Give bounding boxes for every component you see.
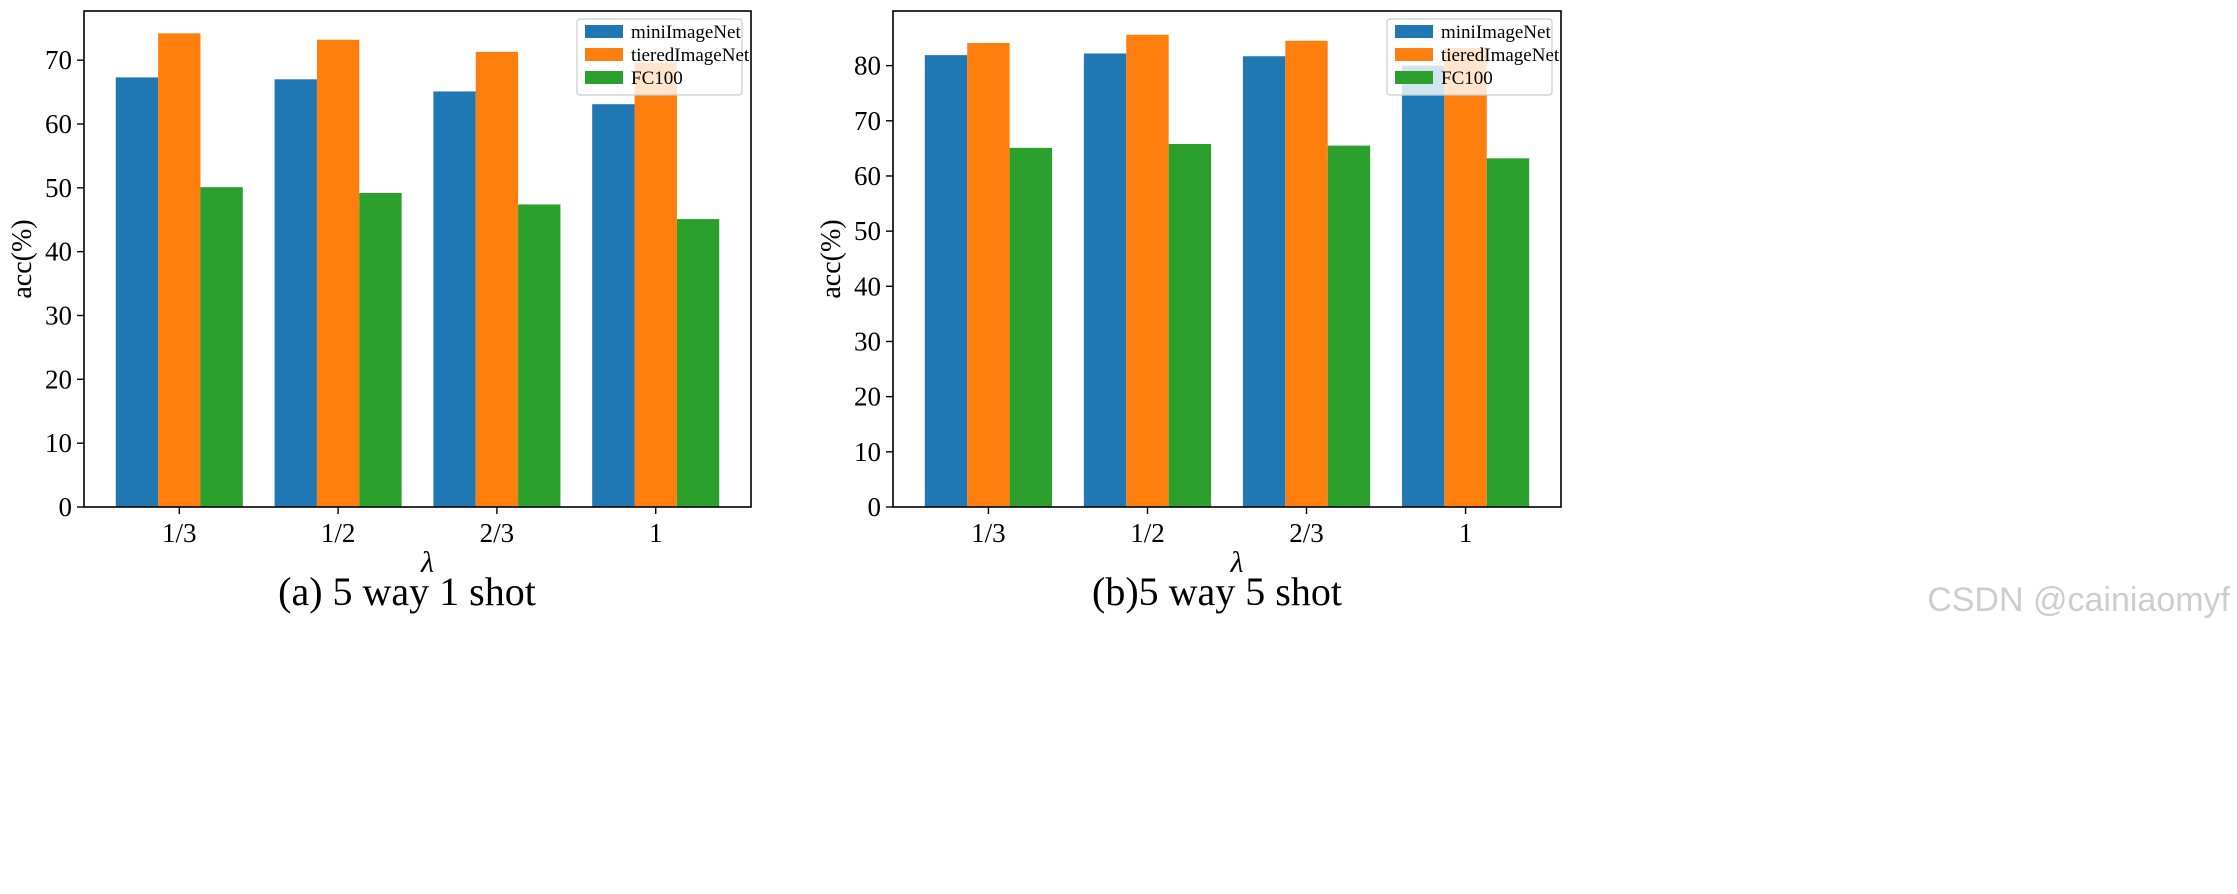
bar-fc100-4: [1486, 158, 1530, 507]
bar-tieredimagenet-1: [158, 33, 201, 508]
bar-miniimagenet-1: [924, 55, 968, 507]
y-tick-label: 20: [45, 364, 72, 394]
legend-label-miniimagenet: miniImageNet: [1441, 22, 1551, 43]
y-axis-label: acc(%): [7, 219, 38, 298]
bar-tieredimagenet-3: [475, 51, 519, 507]
bar-miniimagenet-2: [1083, 53, 1127, 507]
y-tick-label: 40: [45, 237, 72, 267]
x-tick-label: 1: [649, 518, 663, 548]
chart-caption: (a) 5 way 1 shot: [278, 569, 536, 614]
y-tick-label: 80: [854, 51, 881, 81]
x-tick-label: 2/3: [480, 518, 515, 548]
bar-miniimagenet-1: [115, 77, 159, 507]
legend-swatch-fc100: [585, 71, 623, 84]
bar-fc100-2: [359, 192, 402, 507]
plot-frame: [83, 10, 752, 508]
bar-miniimagenet-4: [592, 104, 635, 507]
legend-swatch-tieredimagenet: [1395, 48, 1433, 61]
watermark: CSDN @cainiaomyf: [1927, 581, 2230, 619]
legend-swatch-miniimagenet: [585, 25, 623, 38]
bar-tieredimagenet-4: [1444, 47, 1487, 507]
x-tick-label: 1/3: [162, 518, 197, 548]
bar-tieredimagenet-4: [634, 62, 677, 508]
bar-fc100-1: [200, 187, 243, 507]
y-tick-label: 30: [45, 300, 72, 330]
y-tick-label: 0: [59, 492, 73, 522]
x-tick-label: 1/3: [971, 518, 1006, 548]
legend-swatch-fc100: [1395, 71, 1433, 84]
bar-fc100-2: [1168, 143, 1212, 507]
bar-miniimagenet-4: [1401, 65, 1445, 508]
chart-panel-2: 0 10 20 30 40 50 60 70 80 1/3 1/2 2/3 1 λ acc(%) (b)5 w…: [816, 10, 1562, 614]
y-tick-label: 50: [45, 173, 72, 203]
y-tick-label: 10: [45, 428, 72, 458]
bar-fc100-3: [518, 204, 561, 508]
y-tick-label: 50: [854, 216, 881, 246]
bar-tieredimagenet-2: [1126, 34, 1169, 507]
bar-fc100-3: [1327, 145, 1371, 507]
y-tick-label: 60: [45, 109, 72, 139]
legend-swatch-tieredimagenet: [585, 48, 623, 61]
legend-label-tieredimagenet: tieredImageNet: [631, 45, 750, 66]
y-tick-label: 30: [854, 326, 881, 356]
y-tick-label: 20: [854, 382, 881, 412]
bar-tieredimagenet-3: [1285, 40, 1328, 507]
y-tick-label: 40: [854, 271, 881, 301]
bar-fc100-4: [676, 219, 720, 507]
bar-miniimagenet-3: [433, 91, 476, 508]
legend-label-fc100: FC100: [1441, 68, 1493, 89]
legend-label-fc100: FC100: [631, 68, 683, 89]
y-tick-label: 70: [854, 106, 881, 136]
y-tick-label: 0: [868, 492, 882, 522]
x-tick-label: 1: [1459, 518, 1473, 548]
x-tick-label: 1/2: [321, 518, 356, 548]
legend-label-tieredimagenet: tieredImageNet: [1441, 45, 1560, 66]
legend-swatch-miniimagenet: [1395, 25, 1433, 38]
x-axis-label: λ: [420, 546, 434, 579]
y-axis-label: acc(%): [816, 219, 847, 298]
y-tick-label: 70: [45, 45, 72, 75]
x-tick-label: 2/3: [1289, 518, 1324, 548]
x-axis-label: λ: [1230, 546, 1244, 579]
bar-tieredimagenet-1: [967, 43, 1010, 507]
chart-panel-1: 0 10 20 30 40 50 60 70 1/3 1/2 2/3 1 λ acc(%) (a) 5 wa…: [7, 10, 752, 614]
bar-miniimagenet-3: [1242, 56, 1286, 508]
bar-miniimagenet-2: [274, 79, 317, 508]
y-tick-label: 60: [854, 161, 881, 191]
y-tick-label: 10: [854, 437, 881, 467]
legend-label-miniimagenet: miniImageNet: [631, 22, 741, 43]
x-tick-label: 1/2: [1130, 518, 1165, 548]
bar-tieredimagenet-2: [316, 39, 360, 507]
plot-frame: [892, 10, 1562, 508]
bar-fc100-1: [1009, 147, 1053, 507]
chart-caption: (b)5 way 5 shot: [1092, 569, 1342, 614]
